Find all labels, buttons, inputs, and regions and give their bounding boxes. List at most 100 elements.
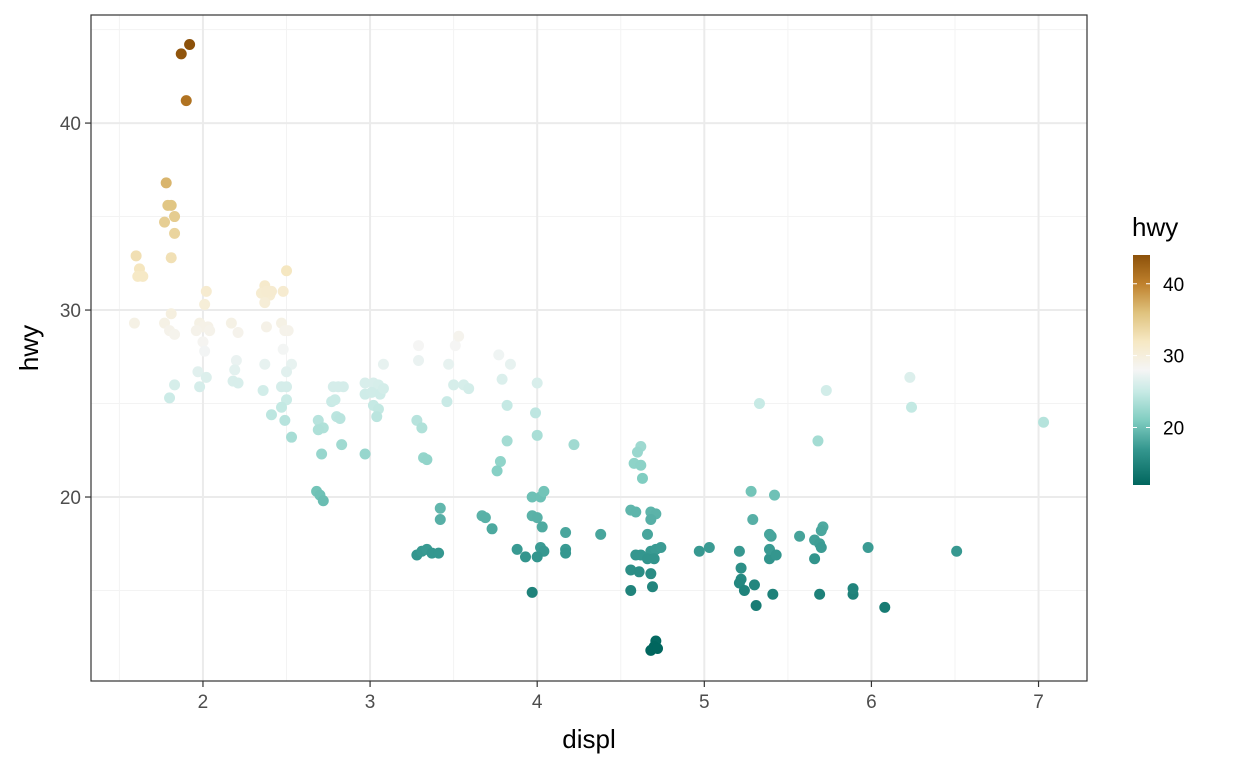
data-point (337, 381, 349, 393)
data-point (753, 398, 765, 410)
data-point (260, 321, 272, 333)
data-point (814, 588, 826, 600)
colorbar-ticks: 20 30 40 (1133, 275, 1184, 440)
data-point (265, 285, 277, 297)
data-point (794, 530, 806, 542)
data-point (879, 601, 891, 613)
data-point (169, 227, 181, 239)
data-point (645, 568, 657, 580)
data-point (180, 95, 192, 107)
data-point (745, 485, 757, 497)
data-point (815, 542, 827, 554)
y-tick-label: 40 (60, 114, 81, 135)
data-point (560, 547, 572, 559)
data-point (184, 39, 196, 51)
data-point (693, 545, 705, 557)
data-point (232, 326, 244, 338)
data-point (625, 585, 637, 597)
data-point (282, 325, 294, 337)
data-point (279, 414, 291, 426)
data-point (441, 396, 453, 408)
colorbar-tick-label: 30 (1163, 347, 1184, 368)
data-point (496, 373, 508, 385)
data-point (526, 586, 538, 598)
data-point (416, 422, 428, 434)
y-axis: 20 30 40 (60, 114, 91, 509)
data-point (192, 366, 204, 378)
data-point (703, 542, 715, 554)
data-point (413, 355, 425, 367)
data-point (530, 407, 542, 419)
data-point (128, 317, 140, 329)
data-point (568, 439, 580, 451)
data-point (225, 317, 237, 329)
x-axis-label: displ (562, 724, 615, 754)
colorbar (1133, 255, 1150, 485)
data-point (277, 285, 289, 297)
data-point (169, 328, 181, 340)
data-point (281, 265, 293, 277)
data-point (190, 325, 202, 337)
data-point (531, 512, 543, 524)
data-point (164, 392, 176, 404)
data-point (809, 553, 821, 565)
data-point (491, 465, 503, 477)
data-point (169, 211, 181, 223)
data-point (820, 384, 832, 396)
data-point (815, 525, 827, 537)
data-point (748, 579, 760, 591)
data-point (336, 439, 348, 451)
data-point (449, 340, 461, 352)
data-point (230, 355, 242, 367)
data-point (329, 394, 341, 406)
data-point (281, 381, 293, 393)
data-point (366, 386, 378, 398)
panel-border (90, 14, 1088, 682)
data-point (531, 429, 543, 441)
data-point (371, 411, 383, 423)
data-point (421, 454, 433, 466)
data-point (812, 435, 824, 447)
data-point (199, 298, 211, 310)
data-point (631, 446, 643, 458)
data-point (160, 177, 172, 189)
data-point (200, 285, 212, 297)
data-point (316, 448, 328, 460)
data-point (647, 581, 659, 593)
data-point (733, 545, 745, 557)
data-point (641, 528, 653, 540)
data-point (763, 528, 775, 540)
grid (91, 15, 1087, 681)
colorbar-tick-label: 40 (1163, 275, 1184, 296)
data-point (130, 250, 142, 262)
data-point (277, 343, 289, 355)
data-point (194, 381, 206, 393)
data-point (359, 377, 371, 389)
data-point (317, 495, 329, 507)
data-point (770, 549, 782, 561)
data-point (635, 459, 647, 471)
data-point (434, 502, 446, 514)
data-point (519, 551, 531, 563)
data-point (951, 545, 963, 557)
data-point (493, 349, 505, 361)
y-tick-label: 20 (60, 488, 81, 509)
data-point (486, 523, 498, 535)
data-point (560, 527, 572, 539)
data-point (433, 547, 445, 559)
data-point (259, 358, 271, 370)
data-point (625, 564, 637, 576)
x-tick-label: 3 (365, 692, 376, 713)
colorbar-tick-label: 20 (1163, 419, 1184, 440)
data-point (159, 216, 171, 228)
data-point (526, 491, 538, 503)
x-tick-label: 5 (699, 692, 710, 713)
data-point (862, 542, 874, 554)
data-point (904, 371, 916, 383)
data-point (750, 599, 762, 611)
data-point (479, 512, 491, 524)
data-point (359, 448, 371, 460)
data-point (434, 513, 446, 525)
data-point (281, 366, 293, 378)
